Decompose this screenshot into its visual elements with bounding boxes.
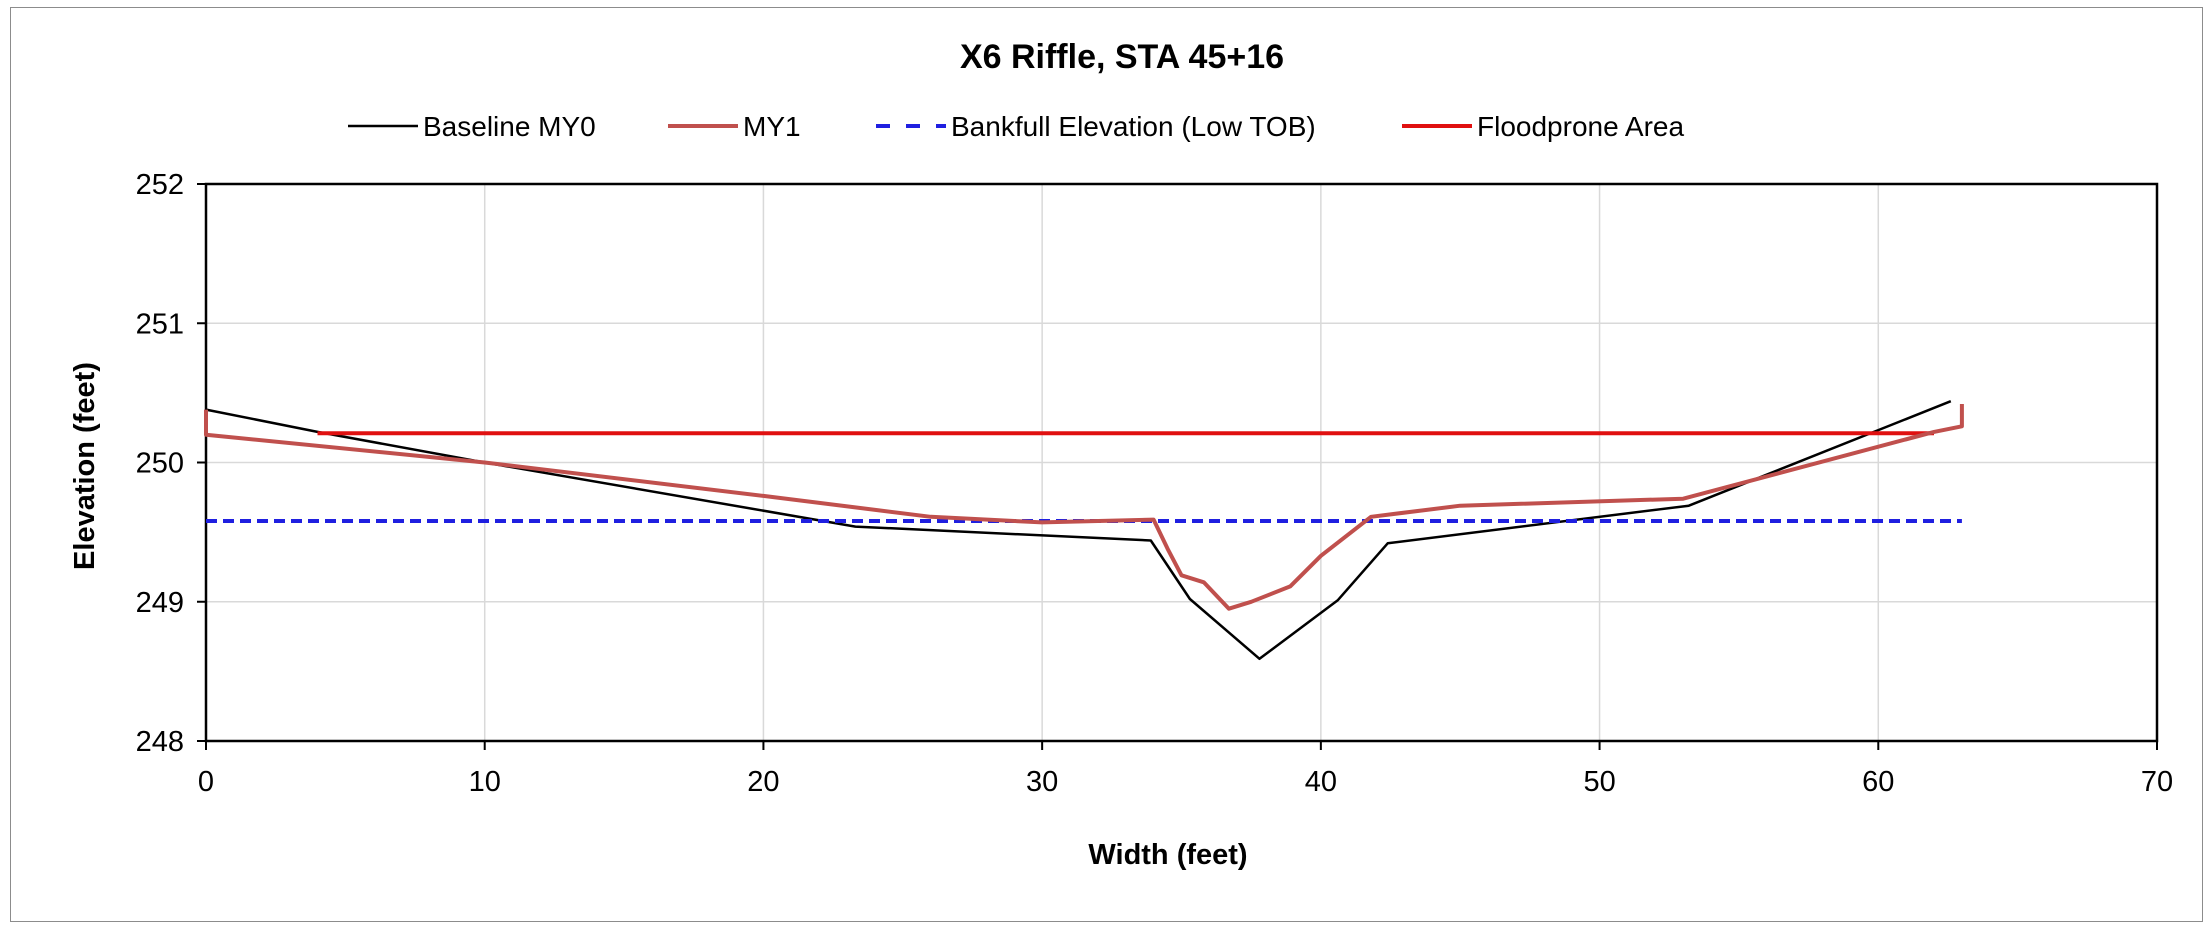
x-axis-title: Width (feet) bbox=[1088, 839, 1247, 871]
x-tick-label: 20 bbox=[747, 766, 779, 798]
x-axis: 0 10 20 30 40 50 60 70 bbox=[198, 741, 2173, 798]
y-axis: 248 249 250 251 252 bbox=[136, 169, 206, 758]
y-tick-label: 252 bbox=[136, 169, 184, 201]
series-line-my1 bbox=[204, 404, 1964, 611]
y-tick-label: 250 bbox=[136, 448, 184, 480]
legend-label: Baseline MY0 bbox=[423, 111, 596, 142]
x-tick-label: 50 bbox=[1583, 766, 1615, 798]
x-tick-label: 70 bbox=[2141, 766, 2173, 798]
y-tick-label: 248 bbox=[136, 726, 184, 758]
legend-label: Floodprone Area bbox=[1477, 111, 1684, 142]
series-group bbox=[204, 400, 1964, 661]
series-line-baseline-my0 bbox=[205, 400, 1952, 661]
legend-label: Bankfull Elevation (Low TOB) bbox=[951, 111, 1316, 142]
y-axis-title: Elevation (feet) bbox=[69, 362, 101, 570]
x-tick-label: 10 bbox=[469, 766, 501, 798]
y-tick-label: 251 bbox=[136, 308, 184, 340]
y-tick-label: 249 bbox=[136, 587, 184, 619]
x-tick-label: 0 bbox=[198, 766, 214, 798]
x-tick-label: 30 bbox=[1026, 766, 1058, 798]
legend-label: MY1 bbox=[743, 111, 801, 142]
x-tick-label: 40 bbox=[1305, 766, 1337, 798]
legend: Baseline MY0 MY1 Bankfull Elevation (Low T… bbox=[348, 111, 1684, 142]
chart-title: X6 Riffle, STA 45+16 bbox=[960, 38, 1284, 76]
grid bbox=[206, 184, 2157, 741]
chart-frame bbox=[10, 7, 2203, 922]
x-tick-label: 60 bbox=[1862, 766, 1894, 798]
